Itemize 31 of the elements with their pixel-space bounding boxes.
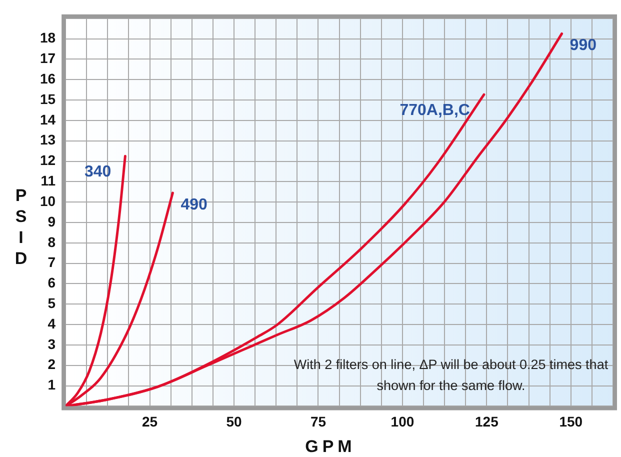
- y-tick-label: 9: [48, 213, 56, 230]
- y-tick-label: 18: [40, 30, 56, 46]
- y-tick-label: 15: [40, 90, 56, 107]
- y-tick-label: 12: [40, 152, 56, 168]
- x-tick-label: 50: [226, 413, 242, 430]
- x-tick-label: 25: [142, 413, 158, 430]
- y-tick-label: 3: [48, 336, 56, 352]
- y-tick-label: 7: [48, 254, 56, 270]
- y-tick-label: 4: [48, 315, 56, 332]
- x-axis-title: GPM: [304, 437, 357, 457]
- y-tick-label: 1: [48, 376, 56, 393]
- y-tick-label: 11: [40, 172, 56, 189]
- series-label: 990: [570, 37, 597, 54]
- y-tick-label: 16: [40, 70, 56, 86]
- x-tick-label: 75: [310, 413, 326, 430]
- series-label: 770A,B,C: [400, 102, 470, 119]
- x-tick-label: 150: [559, 413, 583, 430]
- series-label: 490: [180, 196, 208, 214]
- y-tick-label: 6: [48, 274, 56, 291]
- y-axis-title: PSID: [14, 185, 28, 269]
- y-tick-label: 8: [48, 234, 56, 250]
- series-label: 340: [84, 164, 112, 181]
- y-tick-label: 17: [40, 50, 56, 66]
- y-tick-label: 14: [40, 111, 56, 128]
- y-tick-label: 10: [40, 192, 56, 209]
- annotation: With 2 filters on line, ΔP will be about 0.25 times that shown for the same flow.: [292, 356, 610, 395]
- y-tick-label: 2: [48, 356, 56, 372]
- y-tick-label: 13: [40, 132, 56, 148]
- y-tick-label: 5: [48, 295, 56, 312]
- x-tick-label: 100: [390, 413, 414, 430]
- x-tick-label: 125: [474, 413, 499, 430]
